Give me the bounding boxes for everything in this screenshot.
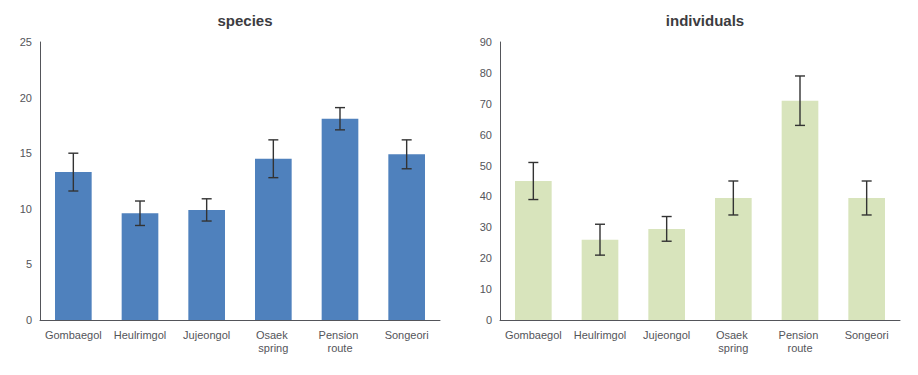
svg-text:spring: spring — [258, 342, 288, 354]
svg-text:route: route — [327, 342, 352, 354]
svg-text:Osaek: Osaek — [256, 329, 291, 341]
svg-text:spring: spring — [718, 342, 748, 354]
svg-text:50: 50 — [480, 160, 492, 172]
svg-text:Osaek: Osaek — [716, 329, 751, 341]
svg-text:0: 0 — [486, 314, 492, 326]
svg-text:Pension: Pension — [319, 329, 362, 341]
svg-text:80: 80 — [480, 67, 492, 79]
svg-text:70: 70 — [480, 98, 492, 110]
svg-text:10: 10 — [20, 203, 32, 215]
svg-text:Heulrimgol: Heulrimgol — [114, 329, 167, 341]
svg-text:15: 15 — [20, 147, 32, 159]
svg-text:20: 20 — [20, 92, 32, 104]
svg-text:30: 30 — [480, 221, 492, 233]
svg-text:individuals: individuals — [666, 12, 744, 29]
svg-text:Pension: Pension — [779, 329, 822, 341]
svg-text:Songeori: Songeori — [385, 329, 429, 341]
svg-text:90: 90 — [480, 36, 492, 48]
svg-text:Gombaegol: Gombaegol — [45, 329, 102, 341]
svg-text:20: 20 — [480, 252, 492, 264]
svg-text:Heulrimgol: Heulrimgol — [574, 329, 627, 341]
svg-text:Jujeongol: Jujeongol — [183, 329, 230, 341]
svg-text:10: 10 — [480, 283, 492, 295]
svg-text:Songeori: Songeori — [845, 329, 889, 341]
svg-text:Jujeongol: Jujeongol — [643, 329, 690, 341]
svg-text:5: 5 — [26, 258, 32, 270]
svg-text:Gombaegol: Gombaegol — [505, 329, 562, 341]
svg-text:60: 60 — [480, 129, 492, 141]
svg-text:species: species — [217, 12, 272, 29]
svg-text:25: 25 — [20, 36, 32, 48]
svg-text:0: 0 — [26, 314, 32, 326]
svg-text:route: route — [787, 342, 812, 354]
svg-text:40: 40 — [480, 190, 492, 202]
